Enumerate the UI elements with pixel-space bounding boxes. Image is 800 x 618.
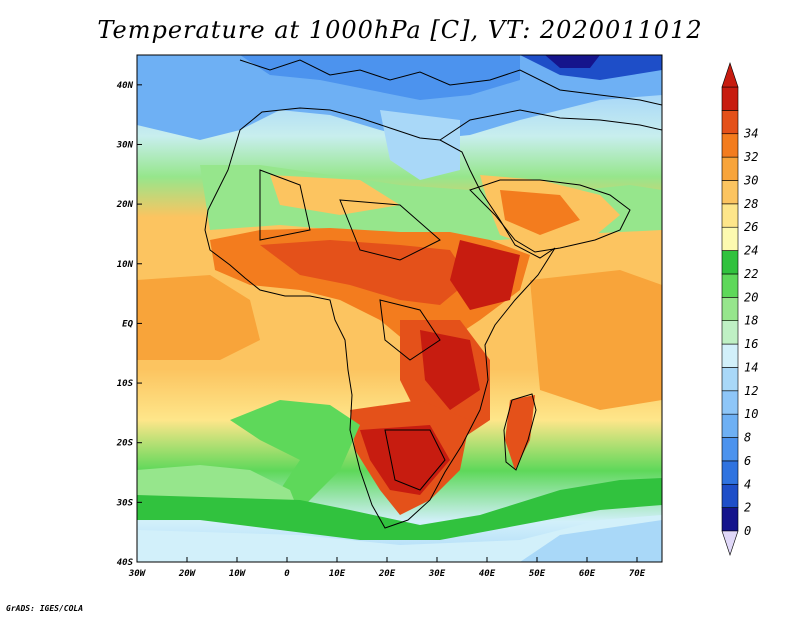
lat-tick-label: 30N (116, 140, 134, 150)
lat-tick-label: 40N (117, 81, 134, 91)
temperature-field (137, 55, 662, 562)
colorbar-swatch (721, 367, 739, 392)
colorbar-level-label: 26 (744, 220, 758, 234)
lat-tick-label: 20N (116, 200, 134, 210)
longitude-axis: 30W 20W 10W 0 10E 20E 30E 40E 50E 60E 70E (128, 557, 646, 579)
colorbar-swatch (721, 180, 739, 205)
lon-tick-label: 70E (629, 569, 646, 579)
colorbar-swatch (721, 133, 739, 158)
lat-tick-label: 40S (117, 558, 134, 568)
lon-tick-label: 20W (178, 569, 197, 579)
colorbar-level-label: 4 (744, 477, 751, 491)
colorbar-swatch (721, 86, 739, 111)
lon-tick-label: 10E (329, 569, 346, 579)
colorbar-level-label: 0 (744, 524, 751, 538)
colorbar-swatch (721, 156, 739, 181)
colorbar-level-label: 10 (744, 407, 758, 421)
lat-tick-label: 10S (117, 379, 134, 389)
lat-tick-label: 10N (117, 260, 134, 270)
colorbar-level-label: 22 (744, 267, 758, 281)
lon-tick-label: 10W (229, 569, 247, 579)
lat-tick-label: EQ (122, 319, 133, 329)
lon-tick-label: 30E (428, 569, 446, 579)
lon-tick-label: 30W (128, 569, 147, 579)
lon-tick-label: 20E (378, 569, 396, 579)
lat-tick-label: 30S (116, 498, 134, 508)
colorbar-level-label: 30 (743, 173, 758, 187)
colorbar-level-label: 8 (744, 431, 751, 445)
credit-text: GrADS: IGES/COLA (6, 604, 84, 613)
colorbar-level-label: 6 (744, 454, 751, 468)
colorbar-swatch (721, 483, 739, 508)
colorbar-swatch (721, 250, 739, 275)
colorbar-swatch (721, 343, 739, 368)
colorbar-swatch (721, 203, 739, 228)
colorbar-level-label: 18 (744, 314, 758, 328)
colorbar-level-label: 14 (744, 360, 758, 374)
lon-tick-label: 40E (479, 569, 496, 579)
map-title: Temperature at 1000hPa [C], VT: 20200110… (97, 16, 703, 44)
lon-tick-label: 50E (529, 569, 546, 579)
colorbar-level-label: 20 (744, 290, 758, 304)
colorbar-swatch (721, 110, 739, 135)
colorbar-swatch (721, 437, 739, 462)
colorbar-swatch (721, 413, 739, 438)
colorbar-level-label: 2 (744, 501, 751, 515)
colorbar-level-label: 34 (743, 127, 758, 141)
colorbar-swatch (721, 226, 739, 251)
colorbar-swatch (721, 460, 739, 485)
colorbar-over-arrow (721, 62, 739, 88)
colorbar-level-label: 16 (744, 337, 758, 351)
lon-tick-label: 0 (284, 569, 290, 579)
colorbar-swatch (721, 507, 739, 532)
coastline-outlines (204, 59, 662, 529)
latitude-axis: 40N 30N 20N 10N EQ 10S 20S 30S 40S (116, 81, 142, 568)
lat-tick-label: 20S (116, 439, 134, 449)
colorbar-level-label: 28 (744, 197, 758, 211)
colorbar-swatch (721, 297, 739, 321)
colorbar-swatch (721, 320, 739, 345)
colorbar-level-label: 24 (744, 244, 758, 258)
colorbar-under-arrow (721, 530, 739, 556)
colorbar-swatch (721, 390, 739, 415)
colorbar-level-label: 32 (743, 150, 758, 164)
map-frame (136, 54, 663, 563)
colorbar-level-label: 12 (744, 384, 758, 398)
colorbar-swatch (721, 273, 739, 298)
lon-tick-label: 60E (579, 569, 596, 579)
